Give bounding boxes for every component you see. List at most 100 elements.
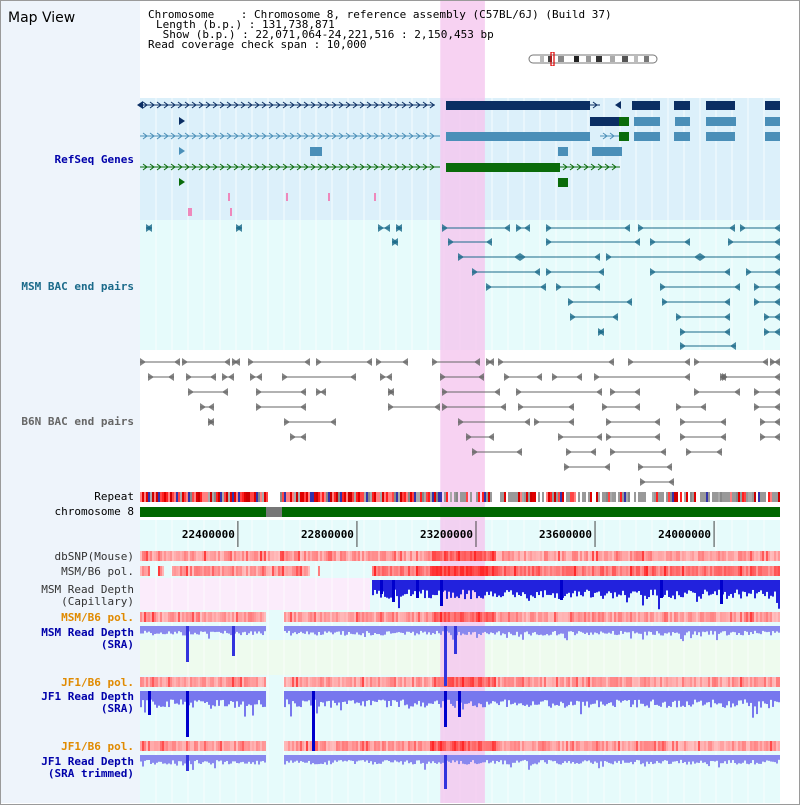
depth-bar [410, 626, 412, 633]
heat-cell [224, 741, 226, 751]
depth-bar [486, 755, 488, 761]
heat-cell [236, 677, 238, 687]
heat-cell [778, 677, 780, 687]
msm-bac-pair-end [546, 238, 552, 246]
depth-bar [456, 580, 458, 597]
refseq-marker [190, 208, 192, 216]
depth-bar [712, 691, 714, 700]
depth-bar [740, 626, 742, 635]
repeat-mark [216, 492, 218, 502]
heat-cell [482, 551, 484, 561]
heat-cell [148, 741, 150, 751]
heat-cell [668, 612, 670, 622]
heat-cell [736, 741, 738, 751]
repeat-mark [462, 492, 464, 502]
depth-bar [716, 626, 718, 641]
depth-bar [734, 755, 736, 764]
heat-cell [760, 551, 762, 561]
heat-cell [772, 551, 774, 561]
heat-cell [248, 741, 250, 751]
depth-bar [654, 626, 656, 635]
heat-cell [720, 566, 722, 576]
heat-cell [412, 566, 414, 576]
heat-cell [646, 566, 648, 576]
jf1-b6-pol-strip-1 [140, 677, 780, 687]
heat-cell [774, 551, 776, 561]
depth-bar [466, 626, 468, 635]
heat-cell [486, 612, 488, 622]
heat-cell [178, 677, 180, 687]
chromosome-ideogram[interactable] [528, 51, 662, 70]
depth-bar [646, 755, 648, 762]
depth-bar [618, 755, 620, 761]
heat-cell [392, 677, 394, 687]
depth-bar [286, 755, 288, 762]
info-block: Chromosome : Chromosome 8, reference ass… [148, 9, 612, 50]
depth-bar [142, 755, 144, 767]
heat-cell [262, 566, 264, 576]
depth-bar [404, 626, 406, 635]
heat-cell [452, 612, 454, 622]
depth-bar [700, 580, 702, 599]
msm-bac-pair-end [392, 238, 398, 246]
depth-bar [396, 580, 398, 597]
depth-spike [444, 755, 447, 789]
depth-bar [250, 755, 252, 764]
depth-bar [766, 755, 768, 761]
heat-cell [542, 677, 544, 687]
depth-bar [414, 626, 416, 636]
depth-bar [484, 626, 486, 632]
depth-bar [400, 691, 402, 701]
depth-bar [724, 626, 726, 632]
heat-cell [318, 551, 320, 561]
heat-cell [202, 551, 204, 561]
depth-bar [434, 580, 436, 596]
depth-bar [370, 691, 372, 706]
depth-bar [678, 691, 680, 701]
heat-cell [238, 566, 240, 576]
depth-bar [744, 580, 746, 593]
depth-bar [624, 626, 626, 632]
depth-bar [158, 626, 160, 634]
refseq-gene-row5-arrow [569, 163, 575, 171]
heat-cell [254, 551, 256, 561]
heat-cell [764, 612, 766, 622]
heat-cell [308, 612, 310, 622]
depth-bar [602, 626, 604, 633]
heat-cell [188, 551, 190, 561]
refseq-gene-row3-arrow [142, 132, 148, 140]
depth-bar [358, 626, 360, 635]
heat-cell [436, 677, 438, 687]
depth-bar [442, 755, 444, 763]
heat-cell [716, 551, 718, 561]
depth-bar [766, 580, 768, 592]
heat-cell [360, 741, 362, 751]
heat-cell [722, 612, 724, 622]
heat-cell [620, 566, 622, 576]
heat-cell [454, 741, 456, 751]
heat-cell [280, 551, 282, 561]
heat-cell [600, 677, 602, 687]
heat-cell [554, 677, 556, 687]
depth-bar [750, 691, 752, 703]
heat-cell [194, 612, 196, 622]
heat-cell [646, 677, 648, 687]
depth-bar [256, 691, 258, 705]
msm-bac-pair-end [676, 313, 682, 321]
heat-cell [312, 612, 314, 622]
heat-cell [232, 612, 234, 622]
depth-bar [440, 755, 442, 764]
heat-cell [246, 612, 248, 622]
heat-cell [580, 741, 582, 751]
refseq-gene-row5-arrow [604, 163, 610, 171]
heat-cell [736, 566, 738, 576]
msm-b6-pol-strip-2 [140, 612, 780, 622]
depth-bar [636, 691, 638, 708]
heat-cell [532, 677, 534, 687]
depth-bar [704, 626, 706, 633]
b6n-bac-pair-end [536, 373, 542, 381]
repeat-mark [372, 492, 374, 502]
heat-cell [468, 741, 470, 751]
depth-bar [614, 626, 616, 635]
